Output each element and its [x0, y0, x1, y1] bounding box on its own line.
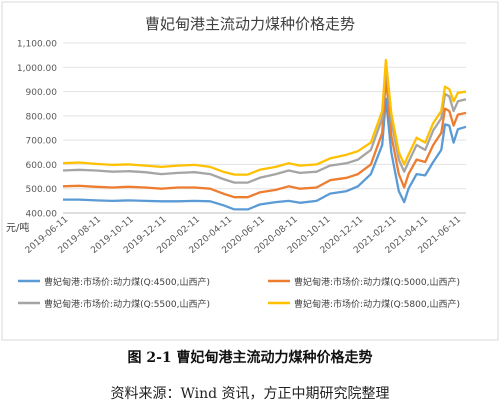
figure-caption: 图 2-1 曹妃甸港主流动力煤种价格走势	[127, 350, 373, 366]
figure-source: 资料来源：Wind 资讯，方正中期研究院整理	[110, 386, 390, 402]
chart-container: 曹妃甸港主流动力煤种价格走势 400.00 500.00 600.00 700.00 8…	[1, 1, 499, 341]
series-line-2	[62, 75, 467, 199]
y-tick-label: 500.00	[26, 185, 58, 195]
y-tick-label: 900.00	[26, 88, 58, 98]
y-axis-label: 元/吨	[6, 221, 29, 234]
y-tick-label: 800.00	[26, 112, 58, 122]
legend-label-3: 曹妃甸港:市场价:动力煤(Q:5500,山西产)	[44, 298, 210, 310]
legend-label-2: 曹妃甸港:市场价:动力煤(Q:5000,山西产)	[294, 276, 460, 288]
legend-label-1: 曹妃甸港:市场价:动力煤(Q:4500,山西产)	[44, 276, 210, 288]
series-line-4	[62, 58, 467, 176]
y-tick-label: 600.00	[26, 161, 58, 171]
line-chart: 曹妃甸港主流动力煤种价格走势 400.00 500.00 600.00 700.00 8…	[1, 1, 499, 341]
y-tick-label: 1,100.00	[17, 40, 57, 50]
series-line-3	[62, 61, 467, 184]
y-tick-label: 700.00	[26, 137, 58, 147]
series-line-1	[63, 97, 467, 211]
y-tick-label: 1,000.00	[17, 64, 57, 74]
y-tick-label: 400.00	[26, 210, 58, 220]
legend: 曹妃甸港:市场价:动力煤(Q:4500,山西产) 曹妃甸港:市场价:动力煤(Q:5…	[18, 276, 460, 310]
legend-label-4: 曹妃甸港:市场价:动力煤(Q:5800,山西产)	[294, 298, 460, 310]
y-axis-ticks: 400.00 500.00 600.00 700.00 800.00 900.00 1,00…	[17, 40, 57, 220]
series-lines	[62, 58, 467, 211]
chart-title: 曹妃甸港主流动力煤种价格走势	[145, 15, 355, 33]
